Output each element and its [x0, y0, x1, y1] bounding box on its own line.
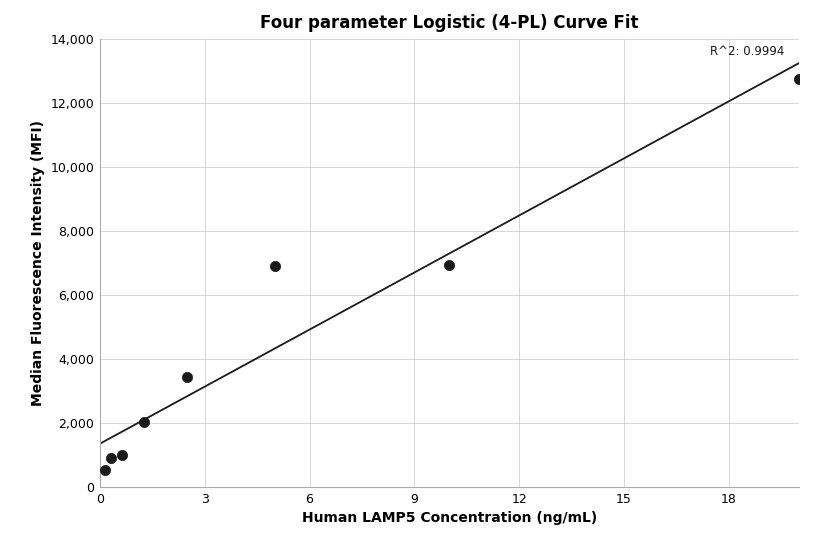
Point — [99, 465, 112, 474]
Point — [792, 74, 805, 83]
Text: R^2: 0.9994: R^2: 0.9994 — [711, 45, 785, 58]
X-axis label: Human LAMP5 Concentration (ng/mL): Human LAMP5 Concentration (ng/mL) — [302, 511, 597, 525]
Title: Four parameter Logistic (4-PL) Curve Fit: Four parameter Logistic (4-PL) Curve Fit — [260, 14, 638, 32]
Point — [136, 417, 151, 426]
Point — [104, 454, 117, 463]
Point — [115, 451, 128, 460]
Y-axis label: Median Fluorescence Intensity (MFI): Median Fluorescence Intensity (MFI) — [31, 120, 45, 406]
Point — [443, 260, 456, 269]
Point — [268, 262, 281, 271]
Point — [181, 372, 194, 381]
